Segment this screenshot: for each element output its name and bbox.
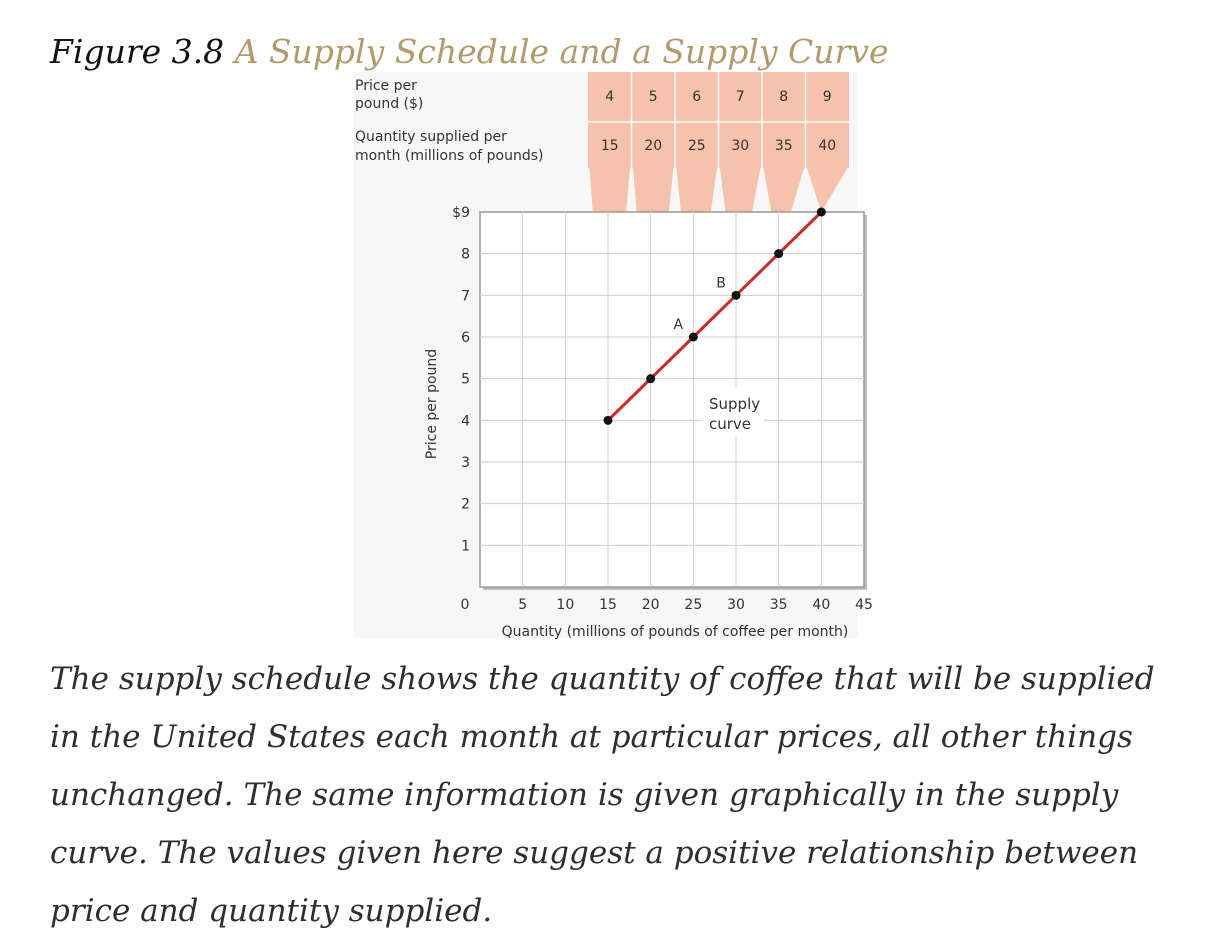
schedule-quantity-cell: 20 <box>644 138 662 154</box>
schedule-quantity-cell: 25 <box>688 138 706 154</box>
schedule-quantity-cell: 40 <box>818 138 836 154</box>
x-tick-label: 15 <box>599 597 617 613</box>
x-axis-label: Quantity (millions of pounds of coffee p… <box>502 624 849 640</box>
x-tick-label: 10 <box>556 597 574 613</box>
x-tick-label: 45 <box>855 597 873 613</box>
x-tick-label: 30 <box>727 597 745 613</box>
schedule-price-cell: 9 <box>823 89 832 105</box>
y-tick-label: 4 <box>461 413 470 429</box>
supply-curve-line <box>606 210 823 422</box>
y-tick-label: 2 <box>461 497 470 513</box>
y-tick-label: 7 <box>461 288 470 304</box>
schedule-quantity-label: Quantity supplied per <box>355 129 507 145</box>
curve-label-background <box>702 388 764 436</box>
figure-number: Figure 3.8 <box>50 32 225 71</box>
schedule-quantity-cell: 30 <box>731 138 749 154</box>
schedule-quantity-cell: 15 <box>601 138 619 154</box>
y-tick-label: 1 <box>461 538 470 554</box>
y-tick-label: $9 <box>452 205 470 221</box>
supply-data-point <box>603 415 613 425</box>
y-tick-label: 6 <box>461 330 470 346</box>
schedule-price-label: Price per <box>355 78 417 94</box>
supply-data-point <box>816 207 826 217</box>
x-tick-label: 0 <box>461 597 470 613</box>
y-axis-label: Price per pound <box>424 349 440 459</box>
x-tick-label: 35 <box>770 597 788 613</box>
y-tick-label: 3 <box>461 455 470 471</box>
point-annotation-label: B <box>716 275 726 291</box>
plot-frame <box>479 211 865 588</box>
schedule-quantity-label: month (millions of pounds) <box>355 148 544 164</box>
x-tick-label: 5 <box>518 597 527 613</box>
schedule-price-cell: 8 <box>779 89 788 105</box>
y-tick-label: 8 <box>461 247 470 263</box>
x-tick-label: 40 <box>812 597 830 613</box>
schedule-connector <box>807 168 848 212</box>
figure-title: Figure 3.8 A Supply Schedule and a Suppl… <box>50 30 889 74</box>
schedule-price-cell: 4 <box>605 89 614 105</box>
schedule-price-label: pound ($) <box>355 96 423 112</box>
schedule-connector <box>763 168 804 254</box>
x-tick-label: 25 <box>684 597 702 613</box>
supply-data-point <box>688 332 698 342</box>
supply-data-point <box>774 249 784 259</box>
supply-curve-label: Supply <box>709 395 760 413</box>
supply-data-point <box>731 290 741 300</box>
schedule-price-cell: 5 <box>649 89 658 105</box>
y-tick-label: 5 <box>461 372 470 388</box>
point-annotation-label: A <box>674 317 684 333</box>
supply-schedule-table: 4 5 6 7 8 9 15 20 25 30 35 40 Price per pound ($) Quan… <box>355 72 849 168</box>
figure-name: A Supply Schedule and a Supply Curve <box>234 32 889 71</box>
supply-data-point <box>646 374 656 384</box>
x-tick-label: 20 <box>642 597 660 613</box>
schedule-price-cell: 7 <box>736 89 745 105</box>
supply-curve-label: curve <box>709 415 751 433</box>
schedule-price-cell: 6 <box>692 89 701 105</box>
figure-caption: The supply schedule shows the quantity o… <box>50 661 1155 929</box>
schedule-quantity-cell: 35 <box>775 138 793 154</box>
